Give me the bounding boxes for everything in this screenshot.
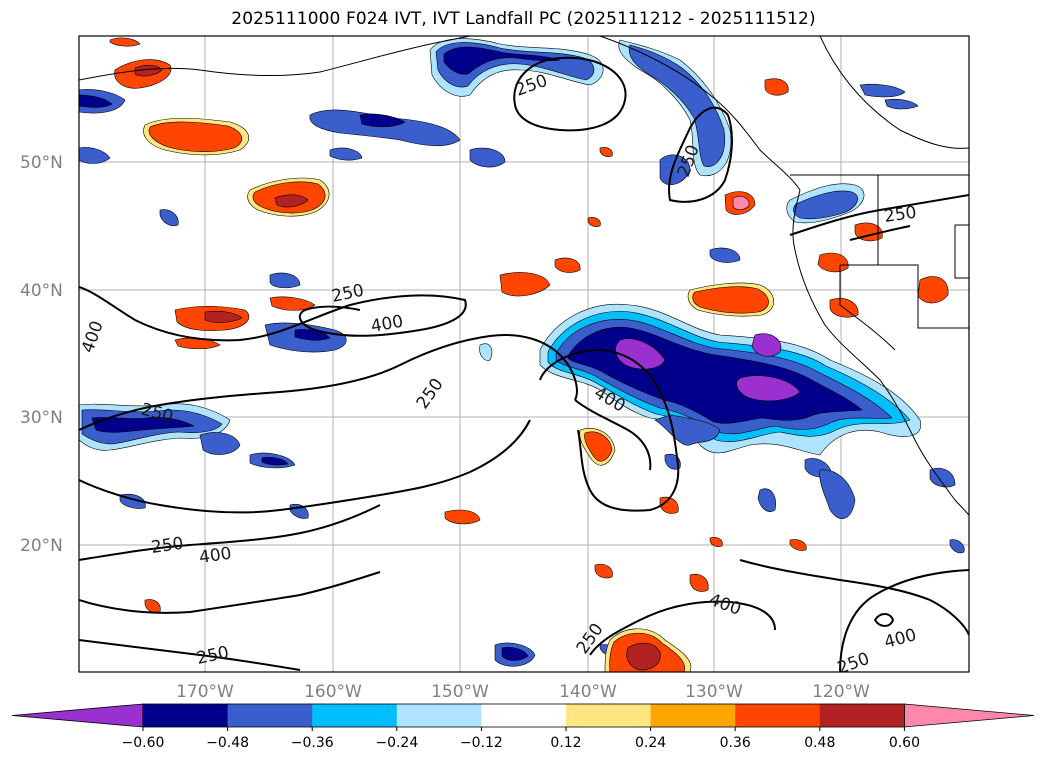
contour-label-400: 400 <box>198 544 233 568</box>
colorbar-tick-label: 0.24 <box>635 735 666 751</box>
colorbar-segment <box>312 704 398 727</box>
colorbar-ticks: −0.60 −0.48 −0.36 −0.24 −0.12 0.12 0.24 0.36 0.4… <box>122 727 920 751</box>
lon-label-170w: 170°W <box>176 682 234 702</box>
colorbar-tick-label: −0.12 <box>460 735 503 751</box>
colorbar-segment <box>735 704 821 727</box>
colorbar-extend-high <box>904 703 1035 728</box>
colorbar-segment <box>650 704 736 727</box>
lon-label-120w: 120°W <box>812 682 870 702</box>
negative-ivt-regions <box>79 38 965 667</box>
colorbar-tick-label: 0.36 <box>720 735 751 751</box>
colorbar-segment <box>819 704 905 727</box>
contour-label-250: 250 <box>883 203 918 227</box>
colorbar-tick-label: −0.60 <box>122 735 165 751</box>
longitude-labels: 170°W 160°W 150°W 140°W 130°W 120°W <box>176 682 870 702</box>
colorbar-tick-label: 0.48 <box>804 735 835 751</box>
lon-label-130w: 130°W <box>685 682 743 702</box>
lat-label-20n: 20°N <box>20 536 63 556</box>
colorbar-tick-label: −0.24 <box>375 735 418 751</box>
positive-ivt-regions <box>109 37 949 672</box>
colorbar-tick-label: 0.60 <box>889 735 920 751</box>
lat-label-40n: 40°N <box>20 281 63 301</box>
map-frame <box>78 35 970 673</box>
latitude-labels: 50°N 40°N 30°N 20°N <box>20 153 63 556</box>
ivt-contours <box>79 56 969 672</box>
colorbar-segment <box>396 704 482 727</box>
colorbar <box>11 703 1035 728</box>
colorbar-outline <box>142 703 905 728</box>
colorbar-segment <box>481 704 567 727</box>
contour-label-250: 250 <box>150 534 185 558</box>
lon-label-140w: 140°W <box>559 682 617 702</box>
map-title: 2025111000 F024 IVT, IVT Landfall PC (20… <box>231 9 816 29</box>
lat-label-50n: 50°N <box>20 153 63 173</box>
colorbar-segment <box>566 704 652 727</box>
colorbar-tick-label: −0.48 <box>206 735 249 751</box>
lat-label-30n: 30°N <box>20 408 63 428</box>
colorbar-segment <box>227 704 313 727</box>
lon-label-150w: 150°W <box>431 682 489 702</box>
coastlines <box>79 36 969 516</box>
colorbar-segment <box>143 704 229 727</box>
lon-label-160w: 160°W <box>304 682 362 702</box>
colorbar-tick-label: 0.12 <box>550 735 581 751</box>
colorbar-extend-low <box>11 703 144 728</box>
colorbar-tick-label: −0.36 <box>291 735 334 751</box>
